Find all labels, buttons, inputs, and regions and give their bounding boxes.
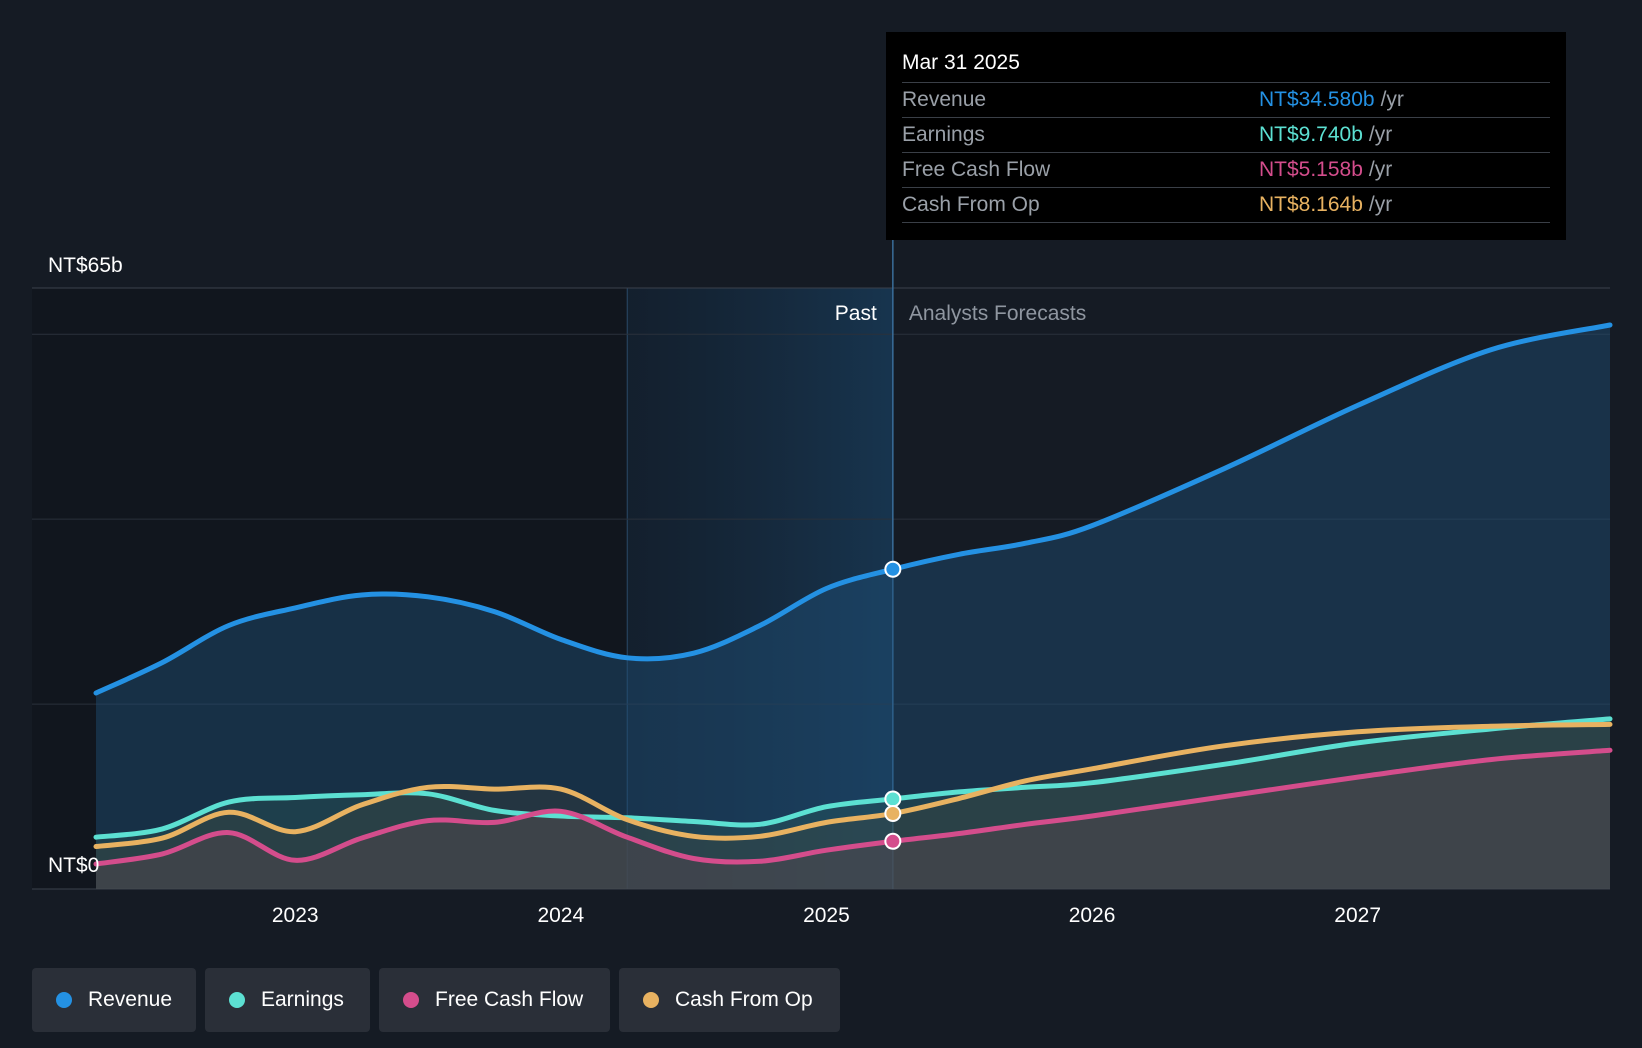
tooltip-value: NT$8.164b bbox=[1259, 193, 1363, 216]
highlight-band bbox=[627, 288, 893, 889]
free-cash-flow-line bbox=[93, 747, 1613, 867]
tooltip-unit: /yr bbox=[1368, 158, 1393, 181]
tooltip-row-cash-from-op: Cash From Op NT$8.164b /yr bbox=[902, 188, 1550, 223]
tooltip-unit: /yr bbox=[1368, 123, 1393, 146]
cash-from-op-line bbox=[93, 721, 1613, 849]
y-axis-top-label: NT$65b bbox=[48, 254, 123, 277]
tooltip-value: NT$5.158b bbox=[1259, 158, 1363, 181]
tooltip-value: NT$9.740b bbox=[1259, 123, 1363, 146]
legend-item-earnings[interactable]: Earnings bbox=[205, 968, 370, 1032]
x-tick-label: 2027 bbox=[1334, 904, 1381, 927]
x-tick-label: 2024 bbox=[537, 904, 584, 927]
earnings-dot-icon bbox=[229, 992, 245, 1008]
free-cash-flow-dot-icon bbox=[403, 992, 419, 1008]
tooltip-label: Free Cash Flow bbox=[902, 158, 1051, 181]
x-tick-label: 2026 bbox=[1069, 904, 1116, 927]
tooltip-row-free-cash-flow: Free Cash Flow NT$5.158b /yr bbox=[902, 153, 1550, 188]
tooltip-label: Earnings bbox=[902, 123, 985, 146]
cash-from-op-dot-icon bbox=[643, 992, 659, 1008]
x-tick-label: 2023 bbox=[272, 904, 319, 927]
legend-label: Revenue bbox=[87, 988, 172, 1011]
tooltip-label: Cash From Op bbox=[902, 193, 1040, 216]
tooltip-value: NT$34.580b bbox=[1259, 88, 1375, 111]
earnings-line bbox=[93, 716, 1613, 840]
tooltip-date: Mar 31 2025 bbox=[902, 46, 1550, 83]
legend-item-cash-from-op[interactable]: Cash From Op bbox=[619, 968, 840, 1032]
tooltip-row-earnings: Earnings NT$9.740b /yr bbox=[902, 118, 1550, 153]
tooltip-panel: Mar 31 2025 Revenue NT$34.580b /yr Earni… bbox=[886, 32, 1566, 240]
free-cash-flow-marker bbox=[884, 832, 902, 850]
y-axis-bottom-label: NT$0 bbox=[48, 854, 99, 877]
legend-label: Earnings bbox=[261, 988, 344, 1011]
legend-item-revenue[interactable]: Revenue bbox=[32, 968, 196, 1032]
revenue-dot-icon bbox=[56, 992, 72, 1008]
legend-label: Free Cash Flow bbox=[435, 988, 584, 1011]
legend-item-free-cash-flow[interactable]: Free Cash Flow bbox=[379, 968, 610, 1032]
forecast-label: Analysts Forecasts bbox=[909, 302, 1086, 325]
tooltip-row-revenue: Revenue NT$34.580b /yr bbox=[902, 83, 1550, 118]
revenue-line bbox=[93, 322, 1613, 696]
tooltip-label: Revenue bbox=[902, 88, 987, 111]
tooltip-unit: /yr bbox=[1380, 88, 1404, 111]
tooltip-unit: /yr bbox=[1368, 193, 1393, 216]
revenue-marker bbox=[884, 560, 902, 578]
free-cash-flow-area bbox=[96, 750, 1610, 889]
x-tick-label: 2025 bbox=[803, 904, 850, 927]
earnings-marker bbox=[884, 790, 902, 808]
cash-from-op-marker bbox=[884, 805, 902, 823]
legend: Revenue Earnings Free Cash Flow Cash Fro… bbox=[32, 968, 840, 1032]
legend-label: Cash From Op bbox=[675, 988, 813, 1011]
past-label: Past bbox=[835, 302, 877, 325]
